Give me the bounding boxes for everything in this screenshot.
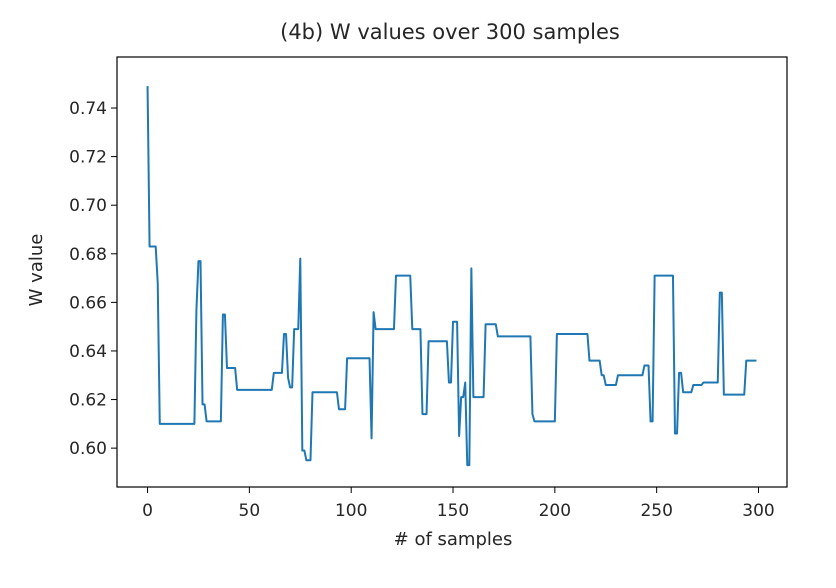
y-tick-label: 0.70: [69, 196, 107, 216]
x-axis-label: # of samples: [394, 529, 513, 550]
x-tick-label: 300: [742, 501, 774, 521]
y-axis-label: W value: [26, 234, 47, 307]
y-tick-label: 0.60: [69, 439, 107, 459]
y-tick-label: 0.72: [69, 148, 107, 168]
chart-title: (4b) W values over 300 samples: [280, 20, 620, 44]
y-tick-label: 0.74: [69, 99, 107, 119]
x-axis-ticks: 0 50 100 150 200 250 300: [142, 487, 775, 521]
x-tick-label: 150: [437, 501, 469, 521]
y-axis-ticks: 0.60 0.62 0.64 0.66 0.68 0.70 0.72 0.74: [69, 99, 117, 459]
y-tick-label: 0.68: [69, 245, 107, 265]
x-tick-label: 50: [239, 501, 261, 521]
y-tick-label: 0.62: [69, 391, 107, 411]
x-tick-label: 200: [539, 501, 571, 521]
plot-frame: [116, 56, 788, 488]
x-tick-label: 250: [640, 501, 672, 521]
y-tick-label: 0.64: [69, 342, 107, 362]
x-tick-label: 100: [335, 501, 367, 521]
x-tick-label: 0: [142, 501, 153, 521]
series-line: [146, 86, 757, 467]
y-tick-label: 0.66: [69, 293, 107, 313]
